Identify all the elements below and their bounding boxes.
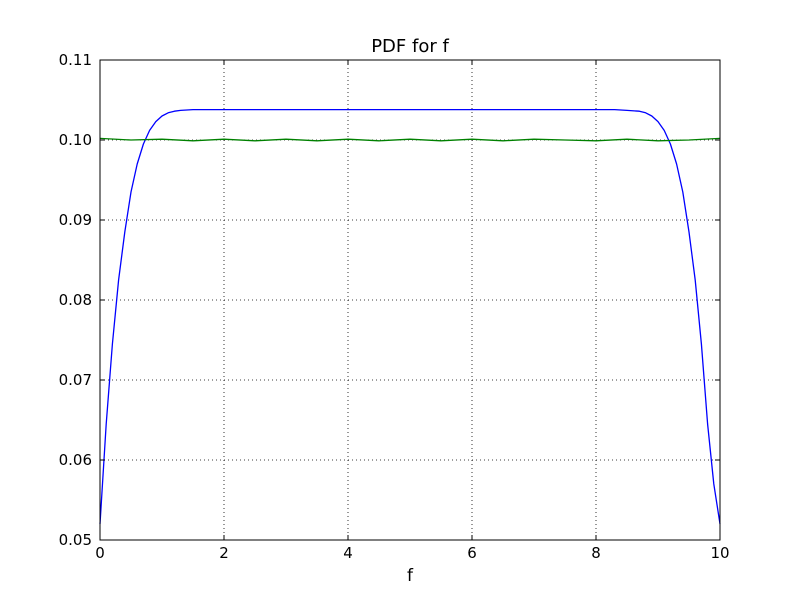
y-tick-label: 0.06: [59, 451, 92, 469]
axis-ticks: 0 2 4 6 8 10 0.05 0.06 0.07 0.08 0.09 0.10 0.11: [59, 51, 730, 562]
series-line-1: [99, 108, 721, 525]
x-tick-label: 6: [467, 544, 477, 562]
y-tick-label: 0.09: [59, 211, 92, 229]
series-layer: [99, 108, 721, 525]
y-tick-label: 0.10: [59, 131, 92, 149]
y-tick-label: 0.07: [59, 371, 92, 389]
y-tick-label: 0.05: [59, 531, 92, 549]
y-tick-label: 0.08: [59, 291, 92, 309]
x-tick-label: 2: [219, 544, 229, 562]
series-line-2: [99, 137, 721, 142]
grid-lines: [100, 60, 720, 540]
x-tick-label: 4: [343, 544, 353, 562]
y-tick-label: 0.11: [59, 51, 92, 69]
chart-title: PDF for f: [371, 36, 449, 57]
x-axis-label: f: [407, 566, 414, 586]
x-tick-label: 10: [710, 544, 729, 562]
x-tick-label: 0: [95, 544, 105, 562]
x-tick-label: 8: [591, 544, 601, 562]
